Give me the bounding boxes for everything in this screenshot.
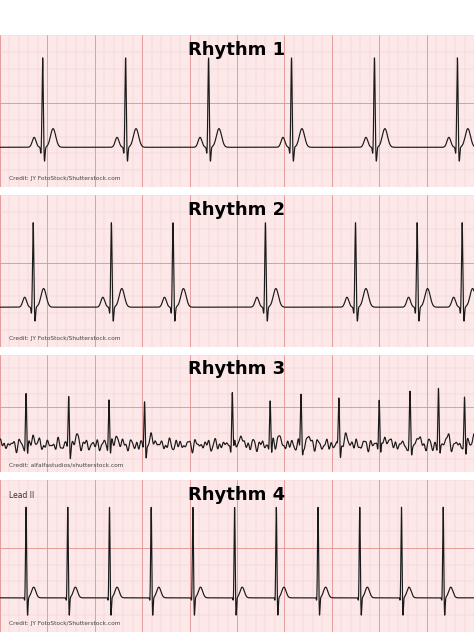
Text: Credit: JY FotoStock/Shutterstock.com: Credit: JY FotoStock/Shutterstock.com (9, 336, 121, 341)
Text: Rhythm 1: Rhythm 1 (189, 42, 285, 59)
Text: Rhythm 4: Rhythm 4 (189, 487, 285, 504)
Text: Credit: JY FotoStock/Shutterstock.com: Credit: JY FotoStock/Shutterstock.com (9, 621, 121, 626)
Text: Credit: alfalfastudios/shutterstock.com: Credit: alfalfastudios/shutterstock.com (9, 463, 124, 468)
Text: Lead II: Lead II (9, 491, 35, 500)
Text: Rhythm 3: Rhythm 3 (189, 360, 285, 378)
Text: Credit: JY FotoStock/Shutterstock.com: Credit: JY FotoStock/Shutterstock.com (9, 176, 121, 181)
Text: Rhythm 2: Rhythm 2 (189, 202, 285, 219)
